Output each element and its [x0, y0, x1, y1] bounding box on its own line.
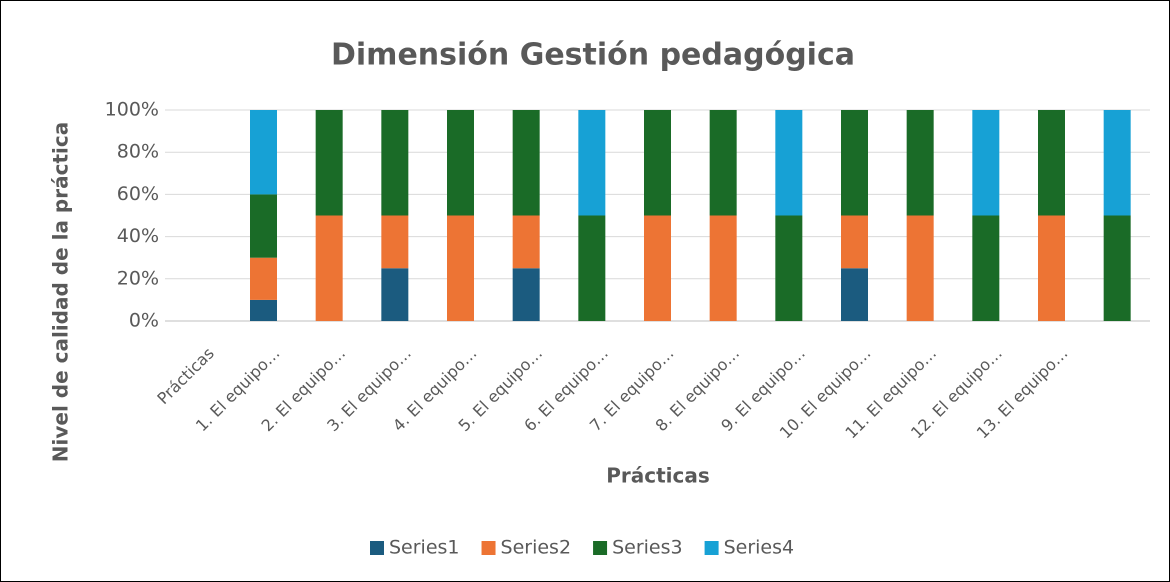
legend-swatch: [481, 541, 496, 555]
bar-segment: [512, 110, 540, 216]
bar-segment: [841, 268, 868, 321]
bar-segment: [1103, 215, 1131, 321]
bar-segment: [709, 110, 737, 216]
bar-segment: [972, 215, 1000, 321]
bar-segment: [709, 215, 737, 321]
y-tick-label: 0%: [129, 310, 159, 332]
bar-segment: [972, 110, 1000, 216]
bar-segment: [447, 110, 474, 216]
bar-segment: [578, 110, 606, 216]
bar-segment: [775, 215, 803, 321]
bar-segment: [447, 215, 474, 321]
legend-swatch: [370, 541, 384, 555]
bar-segment: [644, 215, 671, 321]
bar-segment: [381, 215, 409, 269]
bar-segment: [250, 299, 277, 321]
legend-label: Series3: [612, 537, 683, 559]
bar-segment: [841, 215, 868, 269]
chart-title: Dimensión Gestión pedagógica: [331, 38, 855, 73]
y-tick-label: 80%: [117, 141, 159, 163]
legend-label: Series4: [724, 537, 795, 559]
bar-segment: [512, 215, 540, 269]
bar-segment: [250, 194, 277, 258]
bar-segment: [315, 215, 343, 321]
y-tick-label: 40%: [117, 225, 159, 247]
bar-segment: [250, 257, 277, 300]
y-tick-label: 60%: [117, 183, 159, 205]
bar-segment: [578, 215, 606, 321]
bar-segment: [644, 110, 671, 216]
bar-segment: [381, 110, 409, 216]
legend-swatch: [593, 541, 608, 555]
bar-segment: [250, 110, 277, 195]
y-tick-label: 20%: [117, 267, 159, 289]
bar-segment: [906, 215, 934, 321]
legend-label: Series1: [389, 537, 460, 559]
y-tick-label: 100%: [105, 99, 159, 121]
legend-label: Series2: [501, 537, 572, 559]
bar-segment: [512, 268, 540, 321]
bar-segment: [1038, 215, 1065, 321]
bar-segment: [381, 268, 409, 321]
bar-segment: [775, 110, 803, 216]
y-axis-title: Nivel de calidad de la práctica: [49, 122, 73, 462]
x-axis-title: Prácticas: [606, 464, 710, 488]
bar-segment: [1038, 110, 1065, 216]
bar-segment: [906, 110, 934, 216]
legend-swatch: [704, 541, 719, 555]
bar-segment: [1103, 110, 1131, 216]
bar-segment: [841, 110, 868, 216]
bar-segment: [315, 110, 343, 216]
